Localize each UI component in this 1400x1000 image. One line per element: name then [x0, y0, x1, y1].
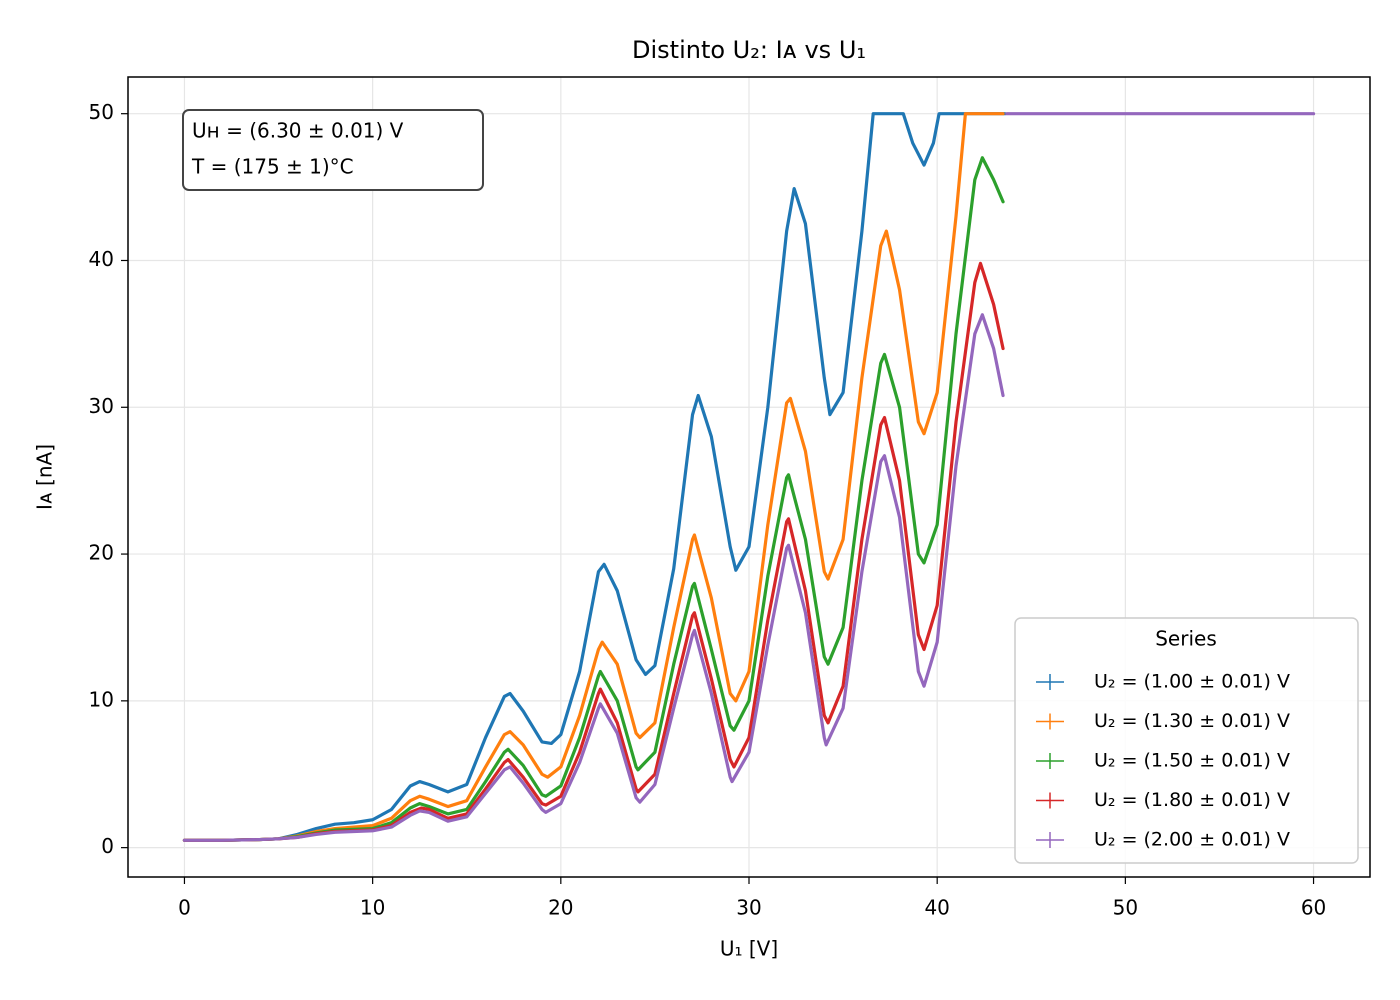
x-tick-label: 0: [178, 896, 191, 920]
x-tick-label: 40: [924, 896, 949, 920]
y-tick-label: 50: [89, 100, 114, 124]
legend-label: U₂ = (1.50 ± 0.01) V: [1094, 750, 1290, 772]
x-tick-label: 60: [1301, 896, 1326, 920]
annotation: Uʜ = (6.30 ± 0.01) V: [192, 119, 404, 143]
y-tick-label: 40: [89, 247, 114, 271]
chart-title: Distinto U₂: Iᴀ vs U₁: [632, 36, 866, 64]
legend-title: Series: [1155, 627, 1217, 651]
series-line: [182, 156, 1005, 842]
legend-label: U₂ = (1.80 ± 0.01) V: [1094, 789, 1290, 811]
legend-box: [1014, 617, 1359, 864]
x-axis-label: U₁ [V]: [720, 937, 778, 961]
y-axis-label: Iᴀ [nA]: [33, 444, 57, 510]
x-tick-label: 50: [1113, 896, 1138, 920]
x-tick-label: 10: [360, 896, 385, 920]
y-tick-label: 20: [89, 541, 114, 565]
annotation-box: [182, 109, 484, 191]
series-line: [182, 112, 1005, 842]
legend: Series U₂ = (1.00 ± 0.01) V U₂ = (1.30 ± …: [1014, 617, 1359, 864]
legend-label: U₂ = (2.00 ± 0.01) V: [1094, 829, 1290, 851]
y-tick-label: 30: [89, 394, 114, 418]
x-tick-label: 30: [736, 896, 761, 920]
legend-label: U₂ = (1.00 ± 0.01) V: [1094, 671, 1290, 693]
annotation: T = (175 ± 1)°C: [191, 155, 354, 179]
series-layer: [182, 112, 1316, 842]
series-line: [182, 112, 1316, 842]
y-tick-label: 0: [101, 834, 114, 858]
legend-label: U₂ = (1.30 ± 0.01) V: [1094, 710, 1290, 732]
y-tick-label: 10: [89, 687, 114, 711]
x-tick-label: 20: [548, 896, 573, 920]
series-line: [182, 112, 1007, 842]
grid: [128, 77, 1370, 877]
